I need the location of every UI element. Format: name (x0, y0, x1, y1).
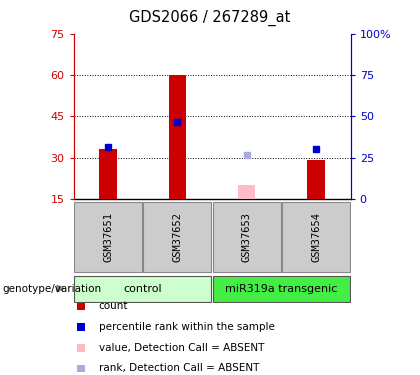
Bar (76, 344, 85, 352)
Text: percentile rank within the sample: percentile rank within the sample (99, 322, 275, 332)
Bar (213, 202, 281, 272)
Bar (144, 202, 211, 272)
Bar (76, 303, 85, 310)
Text: rank, Detection Call = ABSENT: rank, Detection Call = ABSENT (99, 363, 259, 373)
Bar (74, 202, 142, 272)
Text: value, Detection Call = ABSENT: value, Detection Call = ABSENT (99, 343, 264, 352)
Text: count: count (99, 302, 128, 311)
Bar (213, 276, 350, 302)
Bar (282, 202, 350, 272)
Bar (76, 323, 85, 331)
Bar (100, 149, 117, 199)
Bar (307, 160, 325, 199)
Text: control: control (123, 284, 162, 294)
Text: GSM37651: GSM37651 (103, 212, 113, 262)
Text: miR319a transgenic: miR319a transgenic (225, 284, 338, 294)
Text: GSM37654: GSM37654 (311, 212, 321, 262)
Bar (76, 364, 85, 372)
Text: GSM37652: GSM37652 (173, 212, 182, 262)
Text: GDS2066 / 267289_at: GDS2066 / 267289_at (129, 9, 291, 26)
Bar (238, 185, 255, 199)
Bar (169, 75, 186, 199)
Text: GSM37653: GSM37653 (242, 212, 252, 262)
Bar (74, 276, 211, 302)
Text: genotype/variation: genotype/variation (2, 284, 101, 294)
